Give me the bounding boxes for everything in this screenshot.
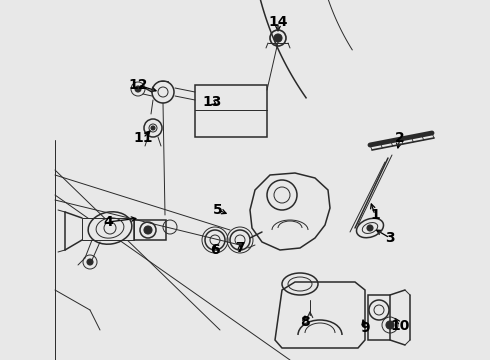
Bar bbox=[368, 295, 390, 340]
Circle shape bbox=[135, 86, 141, 92]
Circle shape bbox=[151, 126, 155, 130]
Circle shape bbox=[274, 34, 282, 42]
Text: 9: 9 bbox=[360, 321, 370, 335]
Circle shape bbox=[386, 321, 394, 329]
Bar bbox=[134, 220, 166, 240]
Text: 1: 1 bbox=[370, 208, 380, 222]
Text: 5: 5 bbox=[213, 203, 223, 217]
Text: 6: 6 bbox=[210, 243, 220, 257]
Text: 10: 10 bbox=[391, 319, 410, 333]
Polygon shape bbox=[275, 282, 365, 348]
Text: 4: 4 bbox=[103, 215, 113, 229]
Circle shape bbox=[87, 259, 93, 265]
Bar bbox=[195, 85, 267, 137]
Circle shape bbox=[367, 225, 373, 231]
Bar bbox=[82, 218, 134, 240]
Text: 13: 13 bbox=[202, 95, 221, 109]
Circle shape bbox=[144, 226, 152, 234]
Text: 12: 12 bbox=[128, 78, 148, 92]
Text: 8: 8 bbox=[300, 315, 310, 329]
Text: 14: 14 bbox=[268, 15, 288, 29]
Text: 3: 3 bbox=[385, 231, 395, 245]
Text: 11: 11 bbox=[133, 131, 153, 145]
Text: 7: 7 bbox=[235, 241, 245, 255]
Text: 2: 2 bbox=[395, 131, 405, 145]
